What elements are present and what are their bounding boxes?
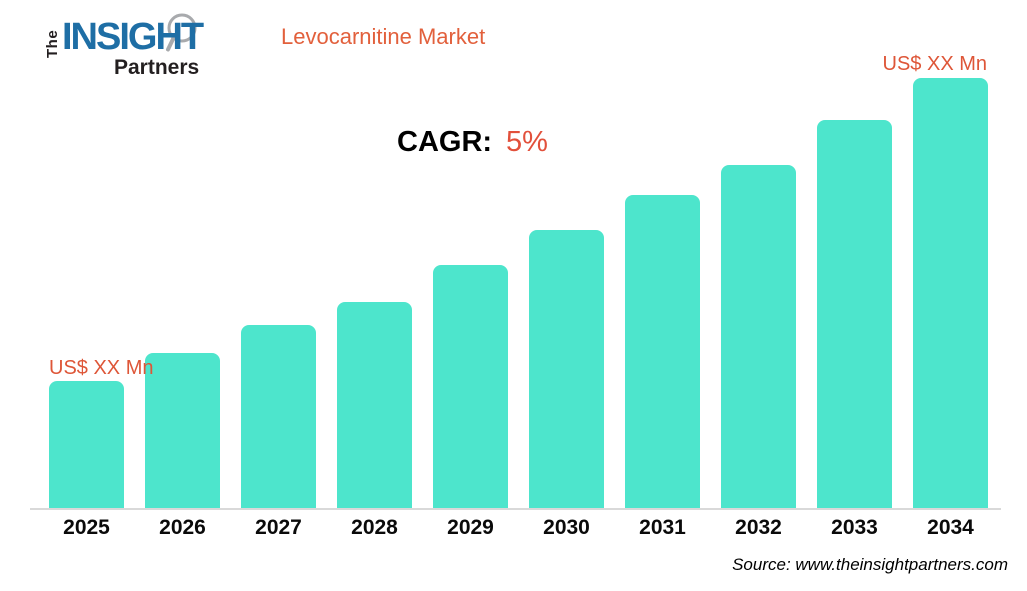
x-tick-2026: 2026 [159,516,206,539]
cagr-value: 5% [506,126,548,158]
insight-partners-logo: The INSIGHT Partners [22,6,204,79]
x-tick-2032: 2032 [735,516,782,539]
bar-2028 [337,302,412,508]
chart-title: Levocarnitine Market [281,24,486,49]
first-bar-value-label: US$ XX Mn [49,357,154,379]
bar-2029 [433,265,508,508]
logo-word-partners: Partners [114,56,200,79]
x-tick-2034: 2034 [927,516,974,539]
x-tick-2029: 2029 [447,516,494,539]
bar-2027 [241,325,316,508]
x-tick-2030: 2030 [543,516,590,539]
source-text: Source: www.theinsightpartners.com [732,555,1008,574]
bar-2030 [529,230,604,508]
cagr-label: CAGR: [397,126,493,158]
x-axis-labels: 2025 2026 2027 2028 2029 2030 2031 2032 2033 2034 [0,516,1027,546]
x-tick-2028: 2028 [351,516,398,539]
bar-2034 [913,78,988,508]
logo-word-insight: INSIGHT [62,16,204,58]
bar-2033 [817,120,892,508]
bar-series [49,78,988,508]
x-axis-line [30,508,1001,510]
bar-2031 [625,195,700,508]
x-tick-2025: 2025 [63,516,110,539]
bar-2026 [145,353,220,508]
bar-2025 [49,381,124,508]
x-tick-2033: 2033 [831,516,878,539]
x-tick-2031: 2031 [639,516,686,539]
magnifier-icon [166,13,197,52]
last-bar-value-label: US$ XX Mn [882,53,987,75]
bar-2032 [721,165,796,508]
cagr-annotation: CAGR: 5% [397,126,548,159]
x-tick-2027: 2027 [255,516,302,539]
